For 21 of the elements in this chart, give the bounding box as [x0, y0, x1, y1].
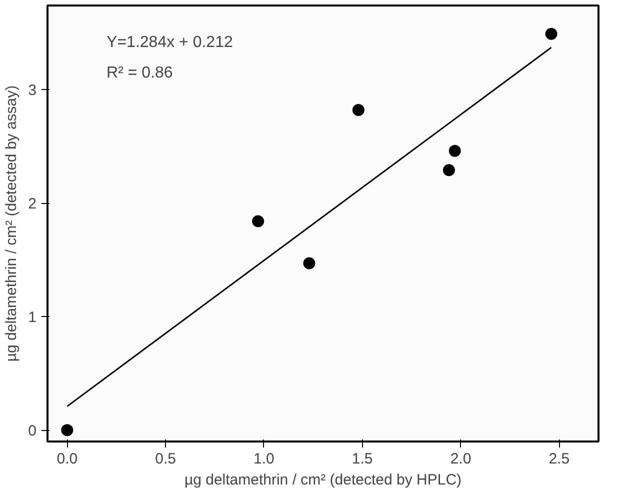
- y-tick-label: 3: [28, 82, 36, 100]
- point: [61, 424, 74, 436]
- x-tick-label: 0.5: [155, 450, 176, 468]
- annotation: Y=1.284x + 0.212: [106, 34, 233, 51]
- x-tick-label: 1.0: [254, 450, 274, 468]
- y-tick-label: 1: [28, 309, 36, 326]
- y-tick-label: 2: [28, 196, 36, 213]
- point: [303, 257, 316, 270]
- point: [252, 215, 264, 228]
- point: [442, 164, 455, 176]
- point: [448, 144, 461, 157]
- y-axis-title: µg deltamethrin / cm² (detected by assay): [3, 85, 20, 362]
- annotation: R² = 0.86: [106, 64, 173, 82]
- x-tick-label: 1.5: [352, 450, 373, 468]
- point: [545, 28, 558, 40]
- x-tick-label: 2.0: [450, 450, 472, 468]
- x-tick-label: 0.0: [56, 450, 78, 468]
- x-axis-title: µg deltamethrin / cm² (detected by HPLC): [184, 472, 462, 488]
- point: [352, 104, 364, 116]
- y-tick-label: 0: [28, 422, 36, 440]
- x-tick-label: 2.5: [548, 450, 570, 468]
